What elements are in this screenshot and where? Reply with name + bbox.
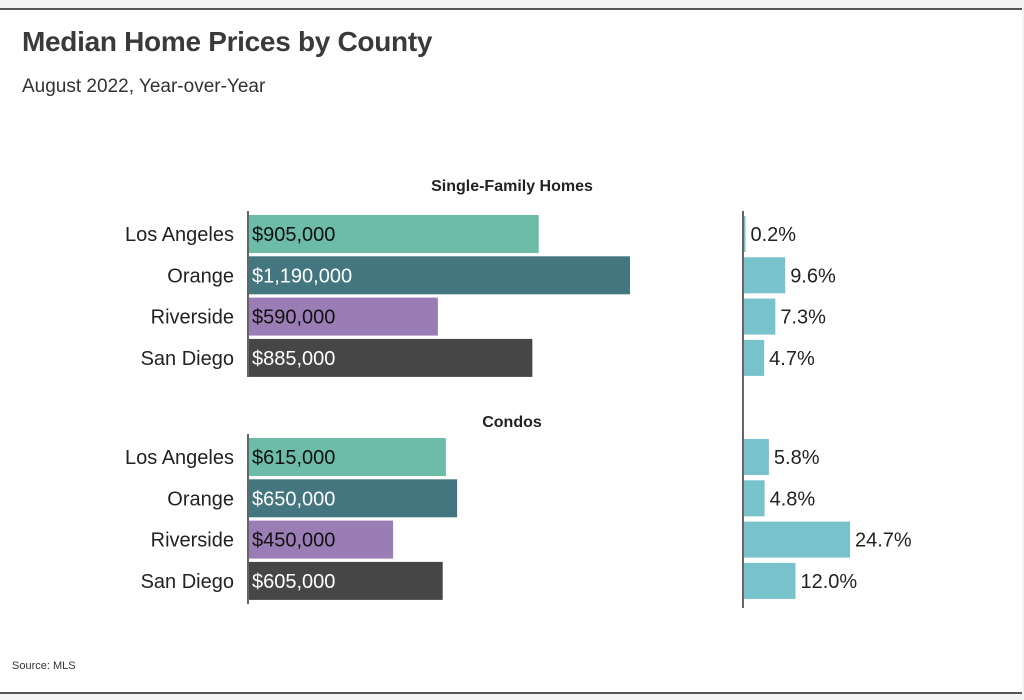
price-bar [249,520,394,559]
price-value-label: $885,000 [252,348,335,370]
pct-bar [744,257,786,294]
price-value-label: $905,000 [252,224,335,246]
price-value-label: $605,000 [252,571,335,593]
price-bar [249,479,458,518]
category-label: Orange [167,488,234,510]
pct-bar [744,298,776,335]
pct-bar [744,339,765,376]
price-value-label: $615,000 [252,447,335,469]
price-value-label: $590,000 [252,307,335,329]
price-value-label: $1,190,000 [252,265,352,287]
section-title: Single-Family Homes [431,178,593,195]
category-label: San Diego [141,348,234,370]
chart-subtitle: August 2022, Year-over-Year [22,76,266,97]
price-bar [249,256,630,295]
category-label: Los Angeles [125,224,234,246]
pct-bar [744,480,765,517]
price-bar [249,561,443,600]
category-label: Riverside [151,530,234,552]
pct-value-label: 4.7% [769,348,815,370]
pct-value-label: 5.8% [774,447,820,469]
source-note: Source: MLS [12,660,76,672]
category-label: Los Angeles [125,447,234,469]
pct-value-label: 12.0% [800,571,857,593]
price-bar [249,215,539,253]
pct-bar [744,216,746,252]
pct-bar [744,521,850,558]
chart-title: Median Home Prices by County [22,26,433,57]
category-label: Orange [167,265,234,287]
pct-value-label: 24.7% [855,530,912,552]
pct-bar [744,562,796,599]
price-value-label: $650,000 [252,488,335,510]
pct-value-label: 7.3% [780,307,826,329]
category-label: Riverside [151,307,234,329]
price-bar [249,297,438,336]
section-title: Condos [482,414,542,431]
pct-bar [744,439,769,475]
pct-value-label: 0.2% [751,224,797,246]
pct-value-label: 9.6% [790,265,836,287]
price-bar [249,338,533,377]
category-label: San Diego [141,571,234,593]
price-bar [249,438,446,476]
price-value-label: $450,000 [252,530,335,552]
pct-value-label: 4.8% [770,488,816,510]
